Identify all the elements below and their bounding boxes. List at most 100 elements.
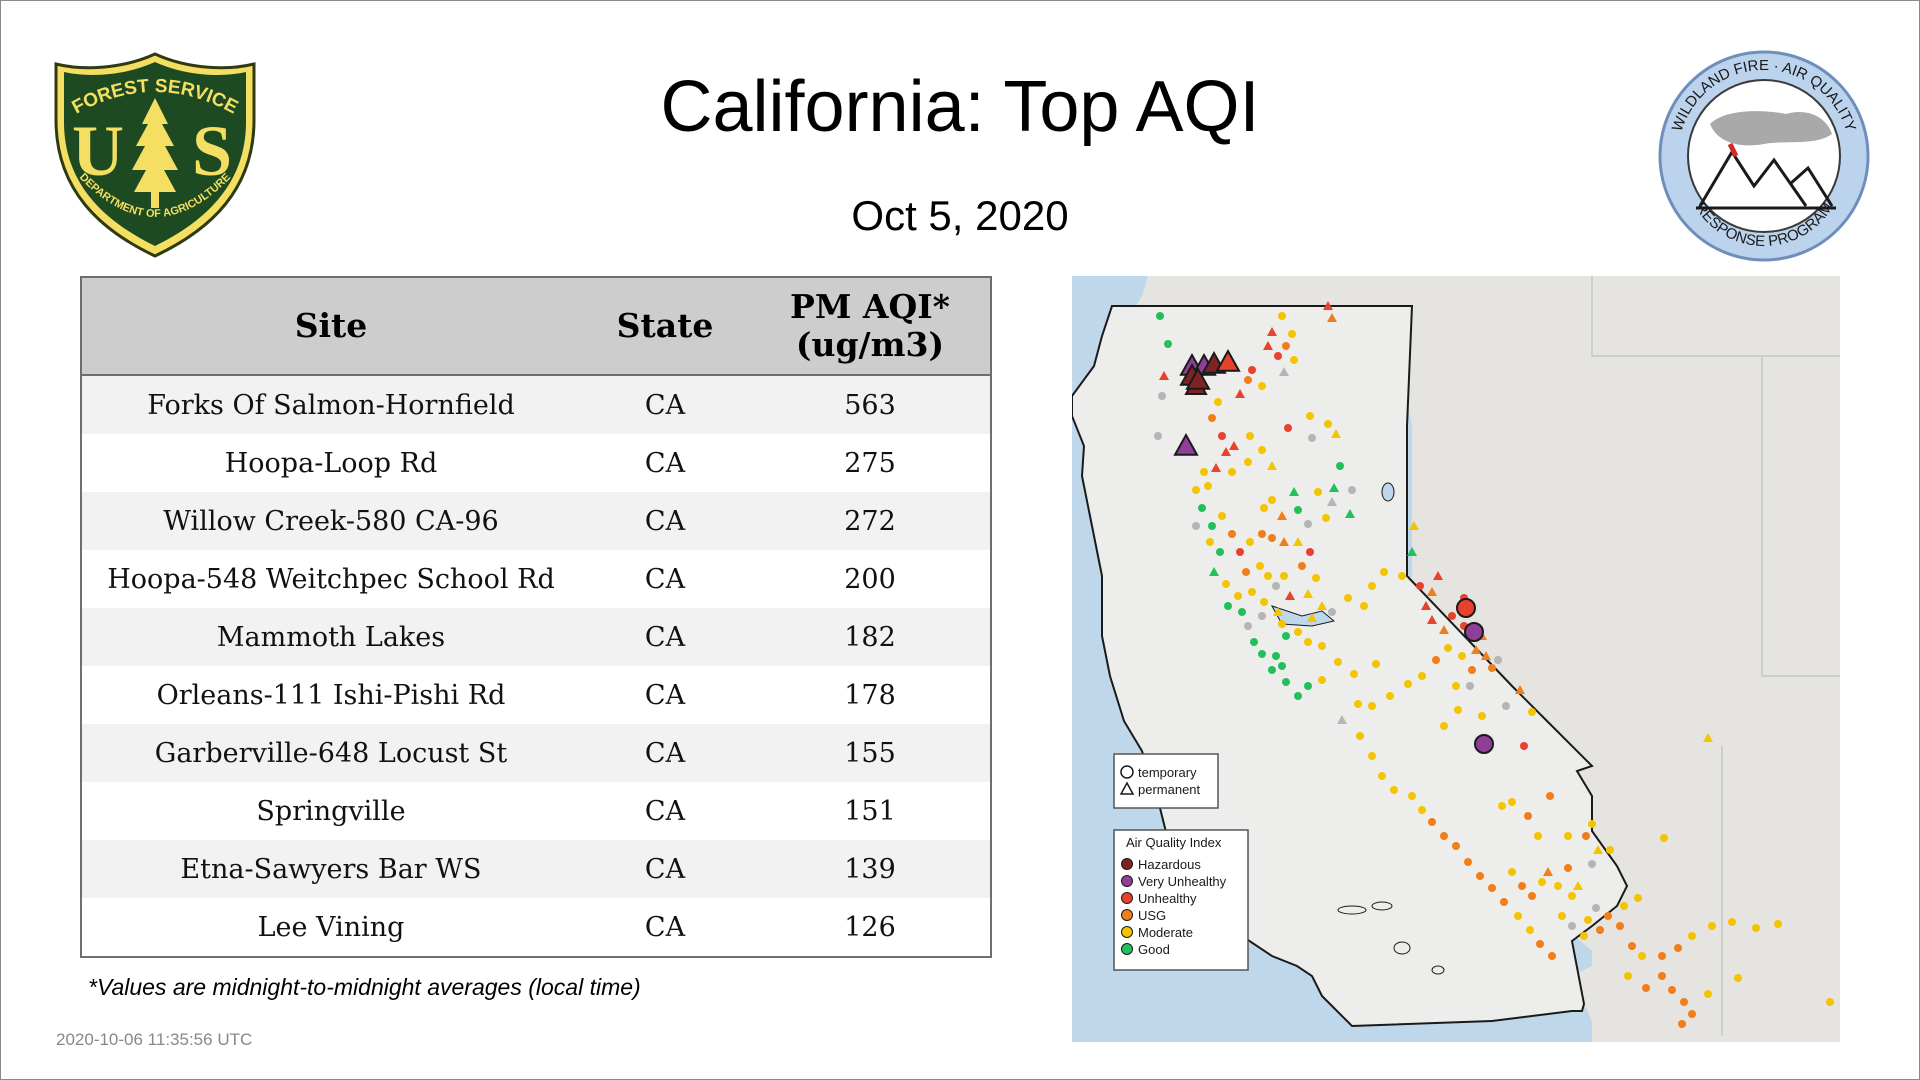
site-dot bbox=[1458, 652, 1466, 660]
cell-aqi: 139 bbox=[750, 840, 991, 898]
site-dot bbox=[1154, 432, 1162, 440]
aqi-map: temporary permanent Air Quality Index Ha… bbox=[1072, 276, 1840, 1042]
site-dot bbox=[1244, 376, 1252, 384]
legend-swatch bbox=[1121, 892, 1133, 904]
site-dot bbox=[1304, 520, 1312, 528]
site-dot bbox=[1322, 514, 1330, 522]
site-dot bbox=[1500, 898, 1508, 906]
site-dot bbox=[1520, 742, 1528, 750]
site-dot bbox=[1214, 398, 1222, 406]
cell-site: Garberville-648 Locust St bbox=[81, 724, 580, 782]
cell-site: Hoopa-548 Weitchpec School Rd bbox=[81, 550, 580, 608]
site-dot bbox=[1596, 926, 1604, 934]
cell-site: Etna-Sawyers Bar WS bbox=[81, 840, 580, 898]
site-dot bbox=[1264, 572, 1272, 580]
site-dot bbox=[1272, 582, 1280, 590]
site-dot bbox=[1428, 818, 1436, 826]
aqi-legend-title: Air Quality Index bbox=[1126, 835, 1222, 850]
site-dot bbox=[1258, 530, 1266, 538]
site-dot bbox=[1404, 680, 1412, 688]
site-dot bbox=[1378, 772, 1386, 780]
site-dot bbox=[1620, 902, 1628, 910]
site-dot bbox=[1452, 682, 1460, 690]
site-dot bbox=[1306, 412, 1314, 420]
site-dot bbox=[1638, 952, 1646, 960]
site-dot bbox=[1606, 846, 1614, 854]
wildland-fire-air-quality-icon: WILDLAND FIRE · AIR QUALITY RESPONSE PRO… bbox=[1658, 50, 1870, 262]
site-dot bbox=[1564, 832, 1572, 840]
site-dot bbox=[1336, 462, 1344, 470]
site-dot bbox=[1728, 918, 1736, 926]
site-triangle bbox=[1317, 601, 1327, 610]
site-dot bbox=[1282, 678, 1290, 686]
site-dot bbox=[1408, 792, 1416, 800]
site-dot bbox=[1334, 658, 1342, 666]
site-dot bbox=[1156, 312, 1164, 320]
table-header-row: Site State PM AQI* (ug/m3) bbox=[81, 277, 991, 376]
site-dot bbox=[1274, 352, 1282, 360]
site-dot bbox=[1554, 882, 1562, 890]
site-dot bbox=[1518, 882, 1526, 890]
site-dot bbox=[1548, 952, 1556, 960]
site-triangle bbox=[1407, 547, 1417, 556]
site-triangle bbox=[1279, 367, 1289, 376]
site-dot bbox=[1538, 878, 1546, 886]
cell-site: Willow Creek-580 CA-96 bbox=[81, 492, 580, 550]
site-dot bbox=[1294, 506, 1302, 514]
site-dot bbox=[1448, 612, 1456, 620]
header-aqi-line2: (ug/m3) bbox=[795, 325, 945, 364]
site-triangle bbox=[1229, 441, 1239, 450]
monitor-sites bbox=[1154, 301, 1834, 1028]
site-triangle bbox=[1543, 867, 1553, 876]
site-dot bbox=[1826, 998, 1834, 1006]
site-dot bbox=[1604, 912, 1612, 920]
site-dot bbox=[1582, 832, 1590, 840]
site-dot bbox=[1236, 548, 1244, 556]
site-triangle bbox=[1433, 571, 1443, 580]
site-dot bbox=[1248, 588, 1256, 596]
site-dot bbox=[1674, 944, 1682, 952]
site-dot bbox=[1580, 932, 1588, 940]
site-triangle bbox=[1345, 509, 1355, 518]
site-triangle bbox=[1471, 645, 1481, 654]
cell-aqi: 178 bbox=[750, 666, 991, 724]
cell-state: CA bbox=[580, 782, 750, 840]
site-dot bbox=[1258, 650, 1266, 658]
cell-state: CA bbox=[580, 375, 750, 434]
table-row: Hoopa-548 Weitchpec School Rd CA 200 bbox=[81, 550, 991, 608]
site-triangle bbox=[1267, 327, 1277, 336]
site-triangle bbox=[1703, 733, 1713, 742]
site-dot bbox=[1488, 664, 1496, 672]
site-dot bbox=[1344, 594, 1352, 602]
site-triangle bbox=[1279, 537, 1289, 546]
site-dot bbox=[1368, 702, 1376, 710]
legend-label: USG bbox=[1138, 908, 1166, 923]
site-triangle bbox=[1209, 567, 1219, 576]
site-dot bbox=[1328, 608, 1336, 616]
site-triangle bbox=[1323, 301, 1333, 310]
site-dot bbox=[1228, 468, 1236, 476]
cell-state: CA bbox=[580, 492, 750, 550]
site-dot bbox=[1246, 432, 1254, 440]
report-date: Oct 5, 2020 bbox=[851, 192, 1069, 239]
header-site: Site bbox=[81, 277, 580, 376]
site-dot bbox=[1348, 486, 1356, 494]
top-site-circle bbox=[1474, 734, 1494, 754]
table-row: Lee Vining CA 126 bbox=[81, 898, 991, 957]
site-dot bbox=[1418, 806, 1426, 814]
site-dot bbox=[1258, 612, 1266, 620]
site-dot bbox=[1624, 972, 1632, 980]
aqi-legend: Air Quality Index Hazardous Very Unhealth… bbox=[1113, 829, 1249, 971]
site-dot bbox=[1234, 592, 1242, 600]
site-dot bbox=[1752, 924, 1760, 932]
site-dot bbox=[1314, 488, 1322, 496]
site-dot bbox=[1312, 574, 1320, 582]
site-dot bbox=[1688, 1010, 1696, 1018]
site-dot bbox=[1228, 530, 1236, 538]
site-dot bbox=[1668, 986, 1676, 994]
cell-state: CA bbox=[580, 724, 750, 782]
site-dot bbox=[1304, 682, 1312, 690]
legend-swatch bbox=[1121, 875, 1133, 887]
legend-temporary: temporary bbox=[1138, 765, 1197, 780]
site-dot bbox=[1350, 670, 1358, 678]
